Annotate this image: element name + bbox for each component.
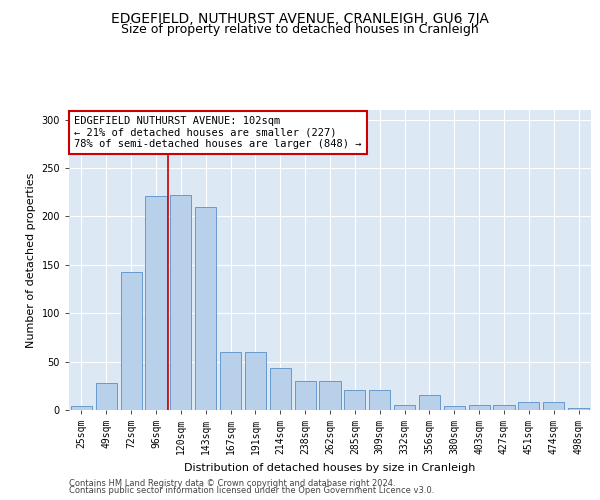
Text: Contains public sector information licensed under the Open Government Licence v3: Contains public sector information licen… [69,486,434,495]
Bar [145,196,167,410]
Bar [493,405,515,410]
Bar [369,390,390,410]
Bar [469,405,490,410]
Bar [170,195,191,410]
Bar [543,402,564,410]
Bar [444,406,465,410]
Bar [220,352,241,410]
X-axis label: Distribution of detached houses by size in Cranleigh: Distribution of detached houses by size … [184,462,476,472]
Bar [71,406,92,410]
Y-axis label: Number of detached properties: Number of detached properties [26,172,36,348]
Bar [270,368,291,410]
Bar [96,383,117,410]
Text: EDGEFIELD, NUTHURST AVENUE, CRANLEIGH, GU6 7JA: EDGEFIELD, NUTHURST AVENUE, CRANLEIGH, G… [111,12,489,26]
Bar [568,408,589,410]
Text: Size of property relative to detached houses in Cranleigh: Size of property relative to detached ho… [121,22,479,36]
Bar [245,352,266,410]
Bar [195,207,216,410]
Bar [419,396,440,410]
Bar [319,381,341,410]
Text: Contains HM Land Registry data © Crown copyright and database right 2024.: Contains HM Land Registry data © Crown c… [69,478,395,488]
Text: EDGEFIELD NUTHURST AVENUE: 102sqm
← 21% of detached houses are smaller (227)
78%: EDGEFIELD NUTHURST AVENUE: 102sqm ← 21% … [74,116,362,149]
Bar [121,272,142,410]
Bar [295,381,316,410]
Bar [518,402,539,410]
Bar [344,390,365,410]
Bar [394,405,415,410]
